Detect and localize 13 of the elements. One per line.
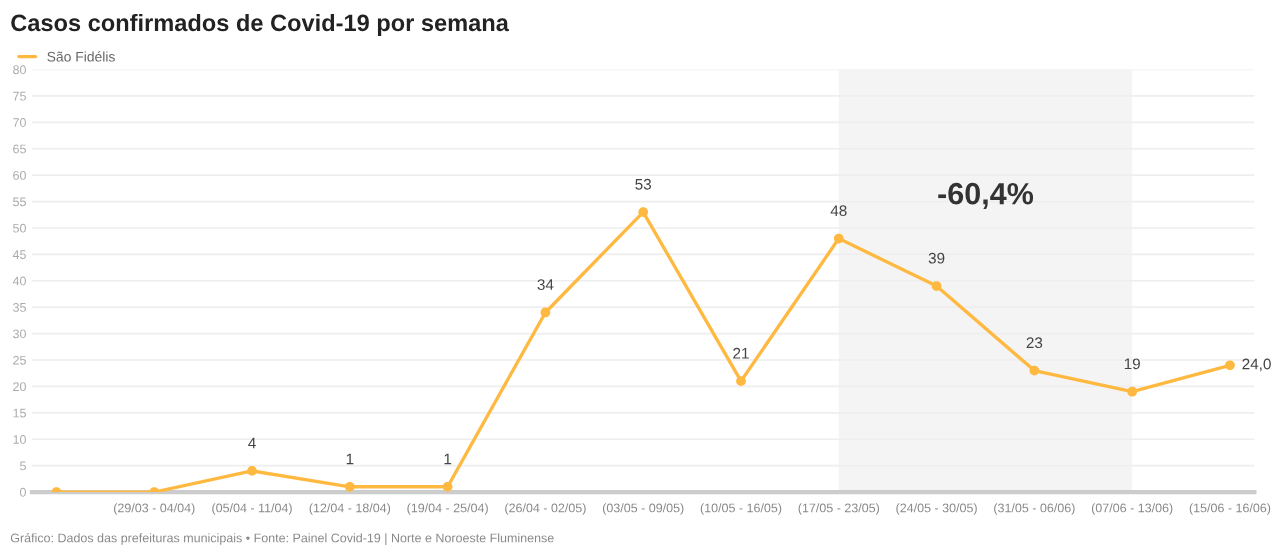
- chart-title: Casos confirmados de Covid-19 por semana: [11, 13, 509, 36]
- point: [247, 466, 257, 476]
- point: [442, 481, 453, 492]
- point: [1225, 360, 1235, 371]
- point: [344, 481, 355, 492]
- point: [638, 207, 649, 217]
- point: [1127, 386, 1138, 397]
- point: [931, 281, 942, 291]
- point: [1029, 365, 1040, 376]
- point: [833, 233, 844, 244]
- point: [736, 376, 746, 386]
- point: [540, 307, 551, 318]
- band-label: -60,4%: [938, 182, 1034, 209]
